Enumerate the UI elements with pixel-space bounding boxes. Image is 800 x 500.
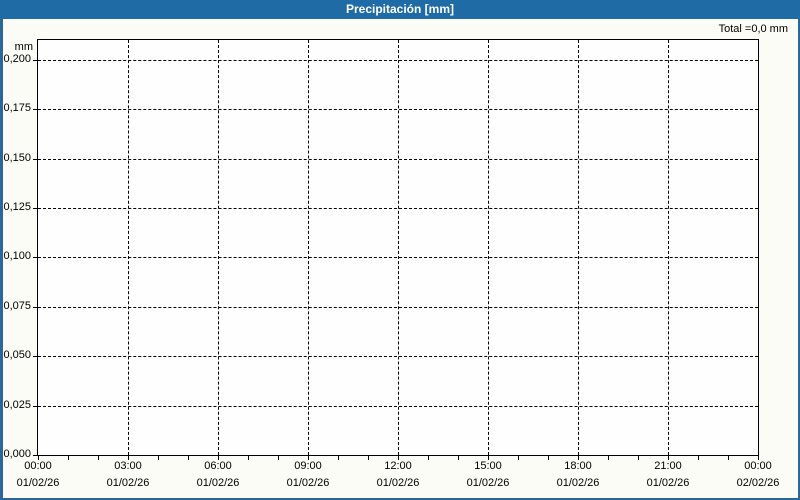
y-axis-tick: [33, 159, 37, 160]
total-precipitation-label: Total =0,0 mm: [718, 23, 788, 35]
y-axis-tick-label: 0,100: [3, 250, 31, 262]
x-axis-time-label: 00:00: [24, 460, 52, 472]
y-axis-unit-label: mm: [14, 41, 33, 53]
gridline-vertical: [128, 40, 129, 455]
x-axis-time-label: 00:00: [744, 460, 772, 472]
x-axis-tick: [638, 456, 639, 460]
y-axis-tick-label: 0,025: [3, 399, 31, 411]
y-axis-tick-label: 0,075: [3, 300, 31, 312]
plot-area: [37, 39, 759, 456]
x-axis-tick: [188, 456, 189, 460]
x-axis-tick: [428, 456, 429, 460]
x-axis-tick: [608, 456, 609, 460]
x-axis-time-label: 12:00: [384, 460, 412, 472]
x-axis-tick: [368, 456, 369, 460]
y-axis-tick-label: 0,150: [3, 152, 31, 164]
gridline-vertical: [578, 40, 579, 455]
x-axis-date-label: 01/02/26: [16, 477, 60, 489]
x-axis-date-label: 01/02/26: [196, 477, 240, 489]
x-axis-time-label: 03:00: [114, 460, 142, 472]
x-axis-time-label: 09:00: [294, 460, 322, 472]
gridline-vertical: [668, 40, 669, 455]
x-axis-tick: [398, 456, 399, 460]
x-axis-tick: [728, 456, 729, 460]
x-axis-date-label: 02/02/26: [736, 477, 780, 489]
x-axis-date-label: 01/02/26: [556, 477, 600, 489]
y-axis-tick-label: 0,050: [3, 349, 31, 361]
gridline-vertical: [398, 40, 399, 455]
x-axis-tick: [578, 456, 579, 460]
y-axis-tick: [33, 60, 37, 61]
x-axis-tick: [758, 456, 759, 460]
y-axis-tick: [33, 455, 37, 456]
x-axis-tick: [248, 456, 249, 460]
x-axis-tick: [548, 456, 549, 460]
x-axis-date-label: 01/02/26: [286, 477, 330, 489]
y-axis-tick-label: 0,000: [3, 448, 31, 460]
chart-title-bar: Precipitación [mm]: [0, 0, 800, 19]
y-axis-tick: [33, 208, 37, 209]
y-axis-tick: [33, 406, 37, 407]
gridline-vertical: [488, 40, 489, 455]
x-axis-date-label: 01/02/26: [646, 477, 690, 489]
x-axis-time-label: 21:00: [654, 460, 682, 472]
y-axis-tick: [33, 356, 37, 357]
y-axis-tick: [33, 109, 37, 110]
x-axis-date-label: 01/02/26: [466, 477, 510, 489]
y-axis-tick-label: 0,125: [3, 201, 31, 213]
x-axis-tick: [518, 456, 519, 460]
x-axis-date-label: 01/02/26: [106, 477, 150, 489]
x-axis-tick: [38, 456, 39, 460]
x-axis-tick: [278, 456, 279, 460]
x-axis-time-label: 18:00: [564, 460, 592, 472]
x-axis-tick: [698, 456, 699, 460]
y-axis-tick-label: 0,200: [3, 53, 31, 65]
x-axis-tick: [458, 456, 459, 460]
x-axis-tick: [98, 456, 99, 460]
x-axis-tick: [128, 456, 129, 460]
y-axis-tick: [33, 307, 37, 308]
x-axis-date-label: 01/02/26: [376, 477, 420, 489]
x-axis-tick: [158, 456, 159, 460]
x-axis-time-label: 15:00: [474, 460, 502, 472]
y-axis-tick-label: 0,175: [3, 102, 31, 114]
x-axis-tick: [68, 456, 69, 460]
gridline-vertical: [308, 40, 309, 455]
x-axis-tick: [488, 456, 489, 460]
y-axis-tick: [33, 257, 37, 258]
x-axis-tick: [308, 456, 309, 460]
x-axis-time-label: 06:00: [204, 460, 232, 472]
x-axis-tick: [668, 456, 669, 460]
x-axis-tick: [218, 456, 219, 460]
gridline-vertical: [218, 40, 219, 455]
x-axis-tick: [338, 456, 339, 460]
